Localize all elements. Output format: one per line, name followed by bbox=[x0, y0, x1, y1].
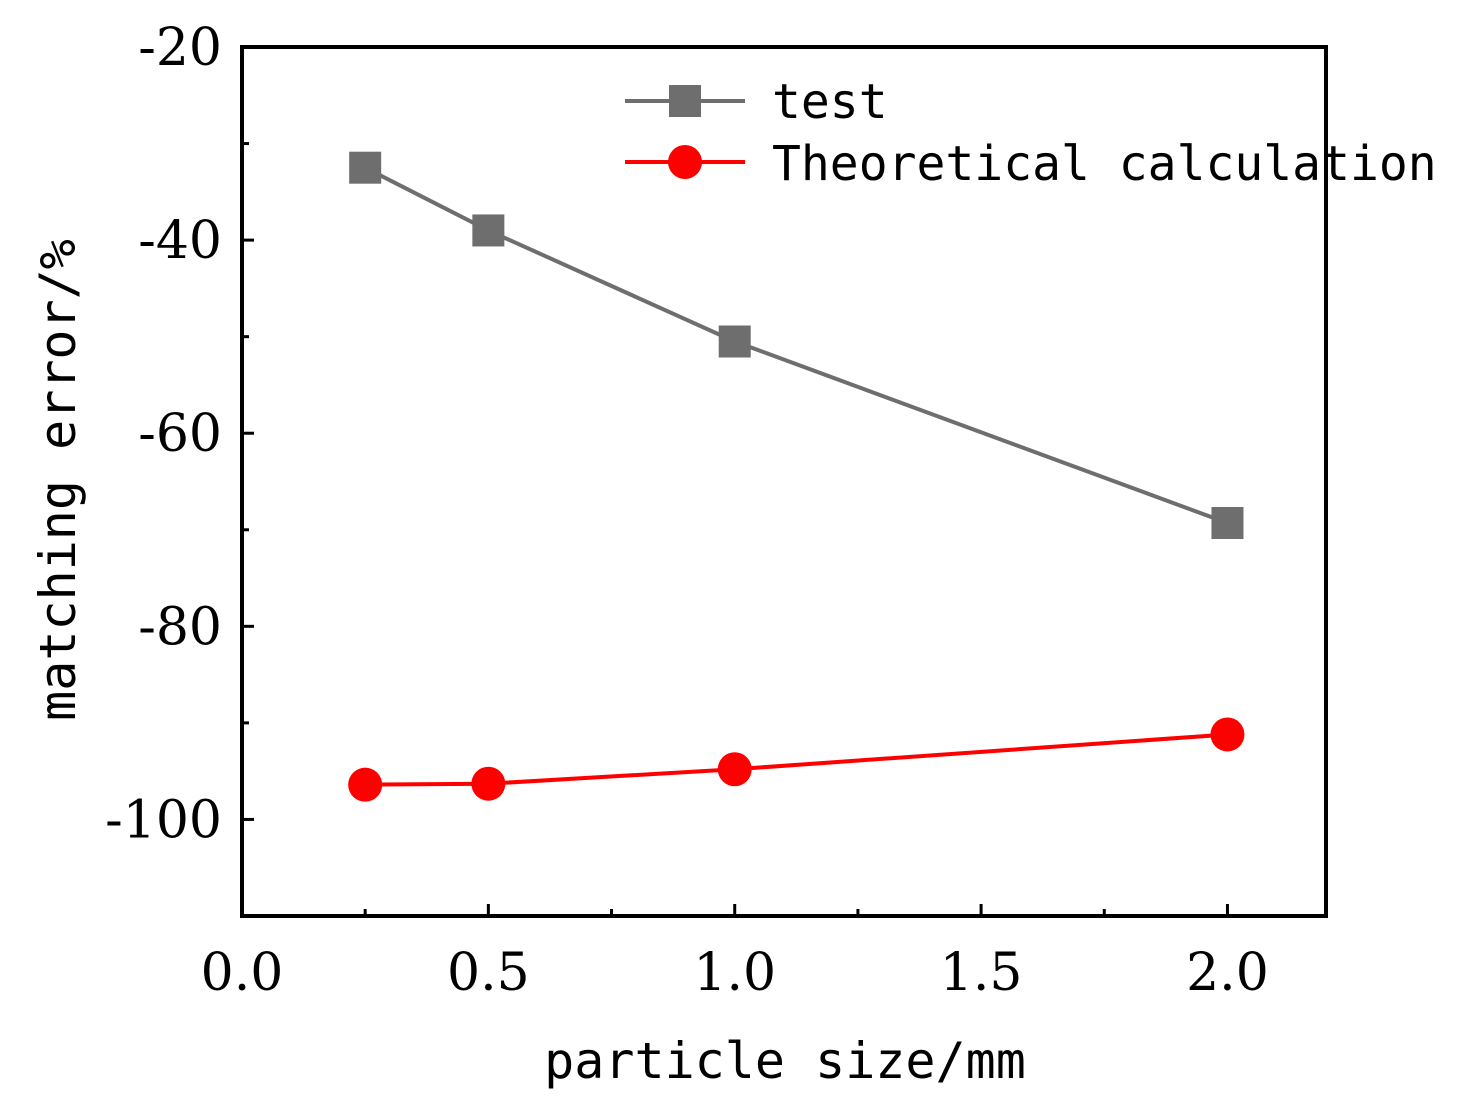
data-point-circle bbox=[471, 766, 506, 801]
x-tick-label: 2.0 bbox=[1186, 943, 1269, 1003]
data-point-square bbox=[718, 325, 751, 358]
y-tick-label: -100 bbox=[105, 790, 222, 850]
legend-label-test: test bbox=[772, 74, 888, 130]
x-tick-label: 1.0 bbox=[693, 943, 776, 1003]
y-axis-title: matching error/% bbox=[29, 239, 87, 721]
series-line-0 bbox=[364, 165, 1229, 525]
y-tick-label: -80 bbox=[138, 597, 222, 657]
x-tick-label: 0.5 bbox=[447, 943, 530, 1003]
series-line-1 bbox=[365, 732, 1228, 787]
series-layer bbox=[348, 151, 1245, 802]
legend-marker-test bbox=[669, 85, 701, 117]
x-tick-label: 1.5 bbox=[940, 943, 1023, 1003]
data-point-square bbox=[349, 151, 382, 184]
y-tick-label: -60 bbox=[138, 404, 222, 464]
y-tick-label: -20 bbox=[138, 18, 222, 78]
data-point-square bbox=[1211, 507, 1244, 540]
x-tick-label: 0.0 bbox=[201, 943, 284, 1003]
data-point-circle bbox=[1210, 717, 1245, 752]
plot-frame bbox=[240, 45, 1328, 918]
data-point-square bbox=[472, 214, 505, 247]
x-axis-title: particle size/mm bbox=[544, 1032, 1026, 1090]
legend-marker-theoretical bbox=[668, 145, 702, 179]
legend-label-theoretical: Theoretical calculation bbox=[772, 136, 1437, 192]
tick-labels: 0.0 0.5 1.0 1.5 2.0 -20 -40 -60 -80 -100 bbox=[105, 18, 1269, 1003]
data-point-circle bbox=[717, 752, 752, 787]
legend: test Theoretical calculation bbox=[625, 74, 1437, 192]
y-tick-label: -40 bbox=[138, 211, 222, 271]
data-point-circle bbox=[348, 767, 383, 802]
axis-ticks bbox=[240, 45, 1229, 916]
